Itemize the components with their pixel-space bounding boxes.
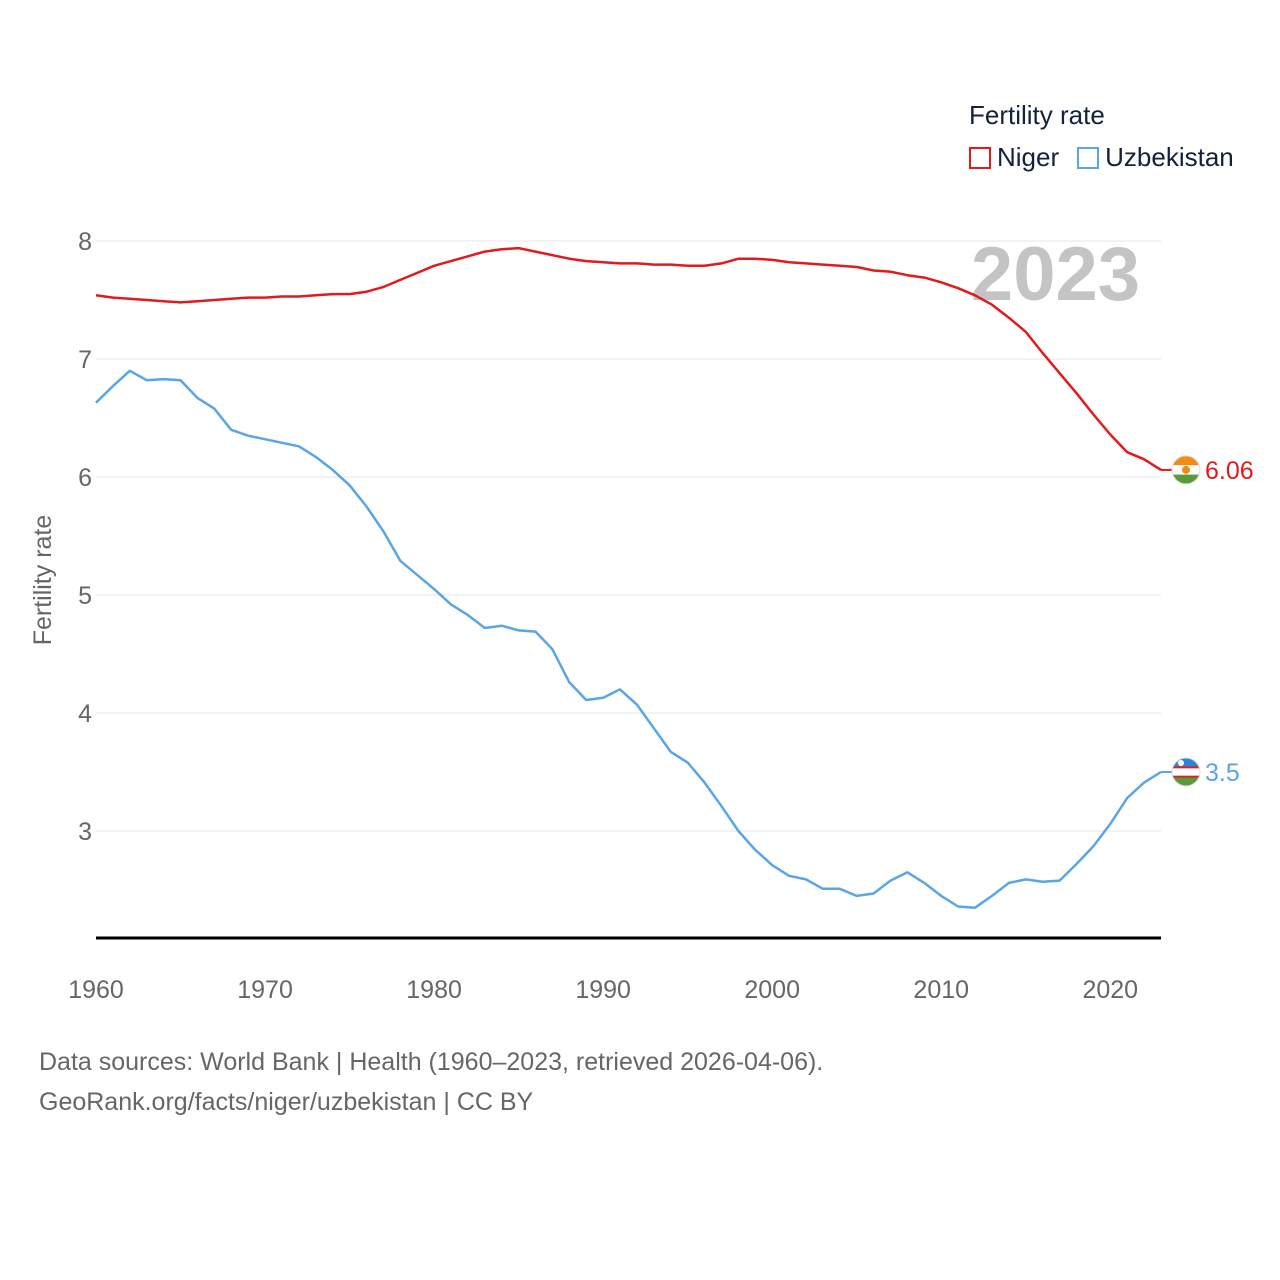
legend-swatch-uzbekistan (1077, 146, 1100, 169)
source-note: Data sources: World Bank | Health (1960–… (39, 1042, 823, 1122)
gridlines (96, 240, 1161, 832)
y-tick-label: 5 (78, 582, 92, 610)
series-line-niger (95, 246, 1162, 471)
y-axis-label: Fertility rate (29, 515, 57, 646)
y-tick-label: 7 (78, 346, 92, 374)
series-line-uzbekistan (95, 369, 1162, 909)
x-tick-label: 2020 (1082, 976, 1138, 1004)
y-axis-ticks: 3 4 5 6 7 8 (78, 228, 92, 846)
niger-flag-icon (1171, 455, 1201, 485)
x-axis-ticks: 1960 1970 1980 1990 2000 2010 2020 (68, 976, 1138, 1004)
x-tick-label: 1990 (575, 976, 631, 1004)
x-tick-label: 1960 (68, 976, 124, 1004)
series-lines (95, 246, 1162, 909)
legend-item-uzbekistan[interactable]: Uzbekistan (1077, 142, 1234, 173)
x-tick-label: 1980 (406, 976, 462, 1004)
source-line-1: Data sources: World Bank | Health (1960–… (39, 1048, 824, 1076)
x-tick-label: 2010 (913, 976, 969, 1004)
source-line-2[interactable]: GeoRank.org/facts/niger/uzbekistan | CC … (39, 1088, 534, 1116)
legend-item-niger[interactable]: Niger (969, 142, 1059, 173)
y-tick-label: 4 (78, 700, 92, 728)
uzbekistan-flag-icon (1171, 757, 1201, 787)
y-tick-label: 8 (78, 228, 92, 256)
legend-label-uzbekistan: Uzbekistan (1105, 142, 1234, 172)
year-watermark: 2023 (971, 232, 1140, 317)
legend: Niger Uzbekistan (969, 142, 1252, 173)
y-tick-label: 3 (78, 818, 92, 846)
legend-title: Fertility rate (969, 100, 1105, 130)
x-tick-label: 1970 (237, 976, 293, 1004)
x-tick-label: 2000 (744, 976, 800, 1004)
legend-swatch-niger (969, 146, 991, 169)
end-label-niger: 6.06 (1205, 457, 1254, 485)
end-labels: 6.06 3.5 (1161, 455, 1254, 787)
y-tick-label: 6 (78, 464, 92, 492)
end-label-uzbekistan: 3.5 (1205, 759, 1240, 787)
legend-label-niger: Niger (997, 142, 1060, 172)
